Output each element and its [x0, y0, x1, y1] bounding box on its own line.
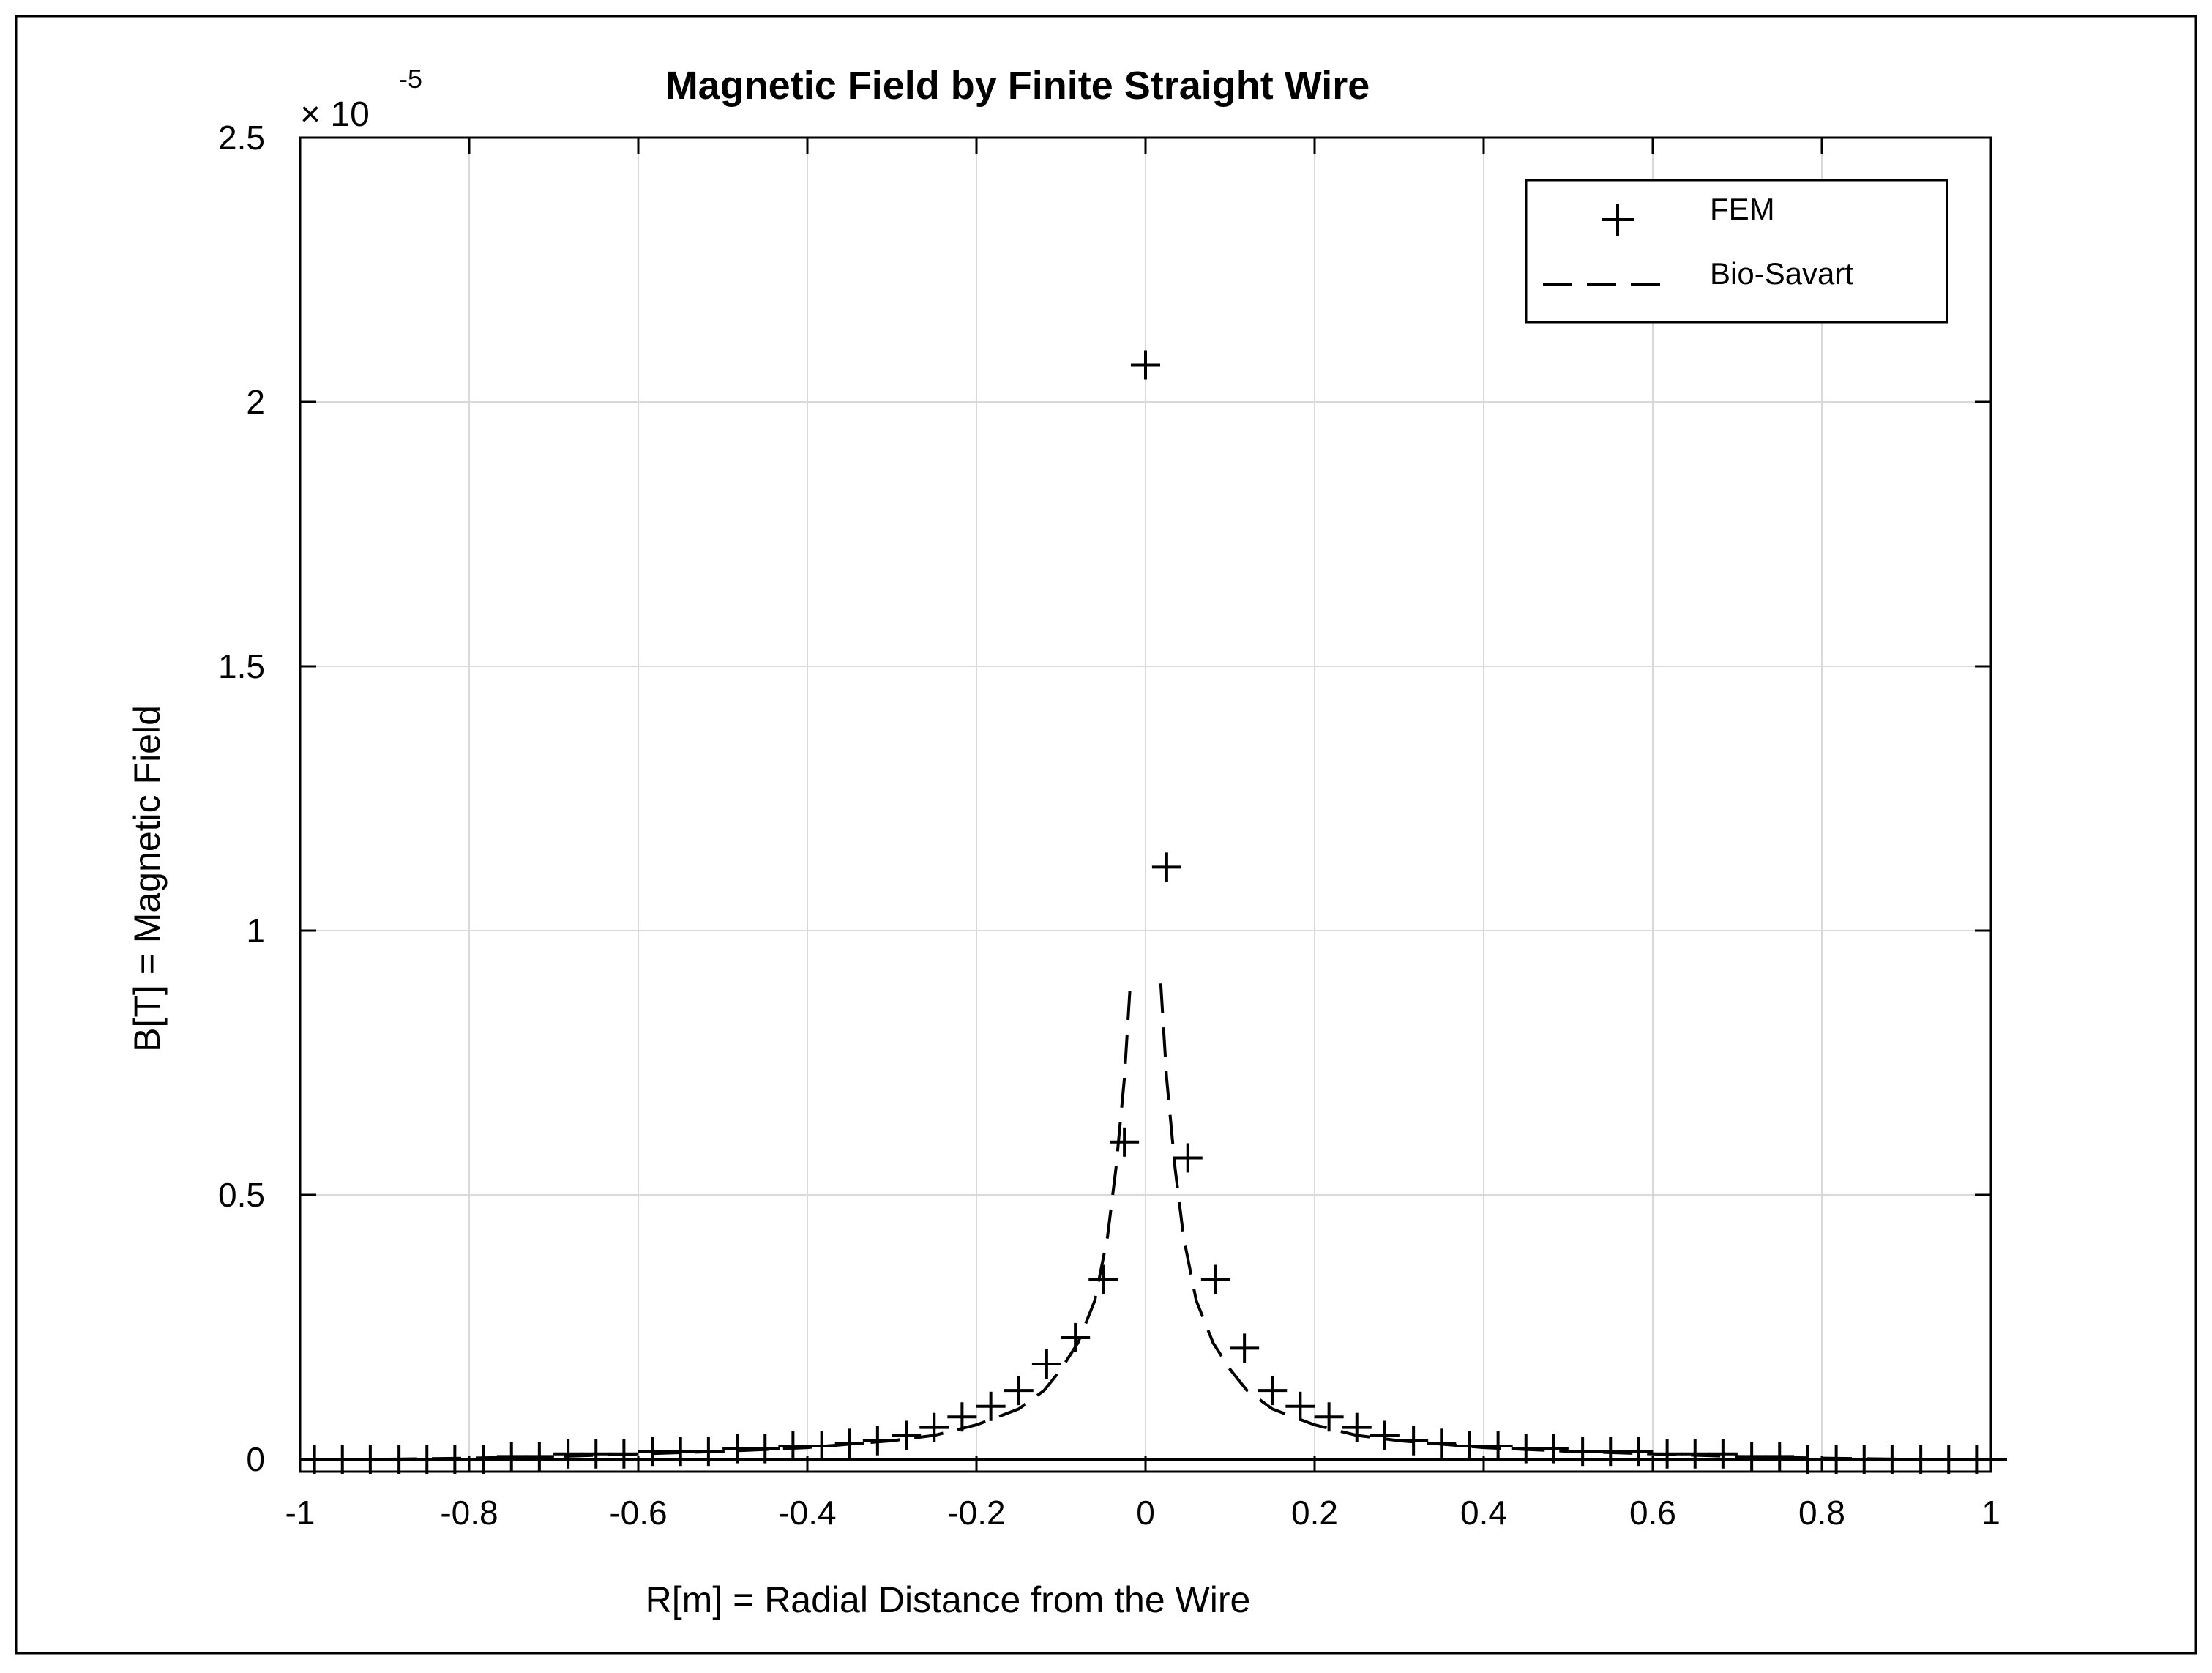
fem-marker — [412, 1445, 442, 1474]
fem-marker — [1906, 1445, 1936, 1474]
chart-title: Magnetic Field by Finite Straight Wire — [665, 64, 1370, 108]
y-exponent-power: -5 — [399, 64, 422, 94]
fem-marker — [581, 1439, 611, 1469]
y-tick-label: 0 — [246, 1440, 265, 1478]
fem-marker — [609, 1439, 639, 1469]
fem-marker — [892, 1420, 922, 1450]
fem-marker — [1200, 1264, 1230, 1294]
legend-biosavart-label: Bio-Savart — [1710, 256, 1853, 291]
fem-marker — [1031, 1349, 1061, 1379]
fem-marker — [1230, 1333, 1260, 1363]
fem-marker — [1623, 1437, 1654, 1467]
x-tick-label: -0.2 — [947, 1494, 1005, 1532]
fem-marker — [750, 1434, 780, 1464]
fem-marker — [496, 1442, 526, 1472]
fem-marker — [1793, 1445, 1823, 1474]
fem-marker — [355, 1445, 385, 1474]
fem-marker — [807, 1431, 837, 1461]
grid-layer — [300, 138, 1991, 1472]
fem-marker — [722, 1434, 752, 1464]
legend-box — [1525, 179, 1948, 324]
fem-marker — [440, 1445, 470, 1474]
y-axis-label: B[T] = Magnetic Field — [127, 705, 168, 1052]
fem-marker — [1427, 1428, 1457, 1458]
fem-marker — [1061, 1322, 1091, 1352]
fem-marker — [1399, 1426, 1429, 1456]
legend: FEM Bio-Savart — [1525, 179, 1948, 324]
fem-marker — [1342, 1412, 1372, 1442]
x-tick-label: 0.8 — [1798, 1494, 1845, 1532]
x-tick-label: 0.4 — [1460, 1494, 1507, 1532]
fem-marker — [1821, 1445, 1851, 1474]
fem-marker — [384, 1445, 414, 1474]
fem-marker — [1849, 1445, 1879, 1474]
fem-marker — [1151, 852, 1181, 882]
fem-marker — [1483, 1431, 1513, 1461]
fem-marker — [524, 1442, 554, 1472]
x-axis-label: R[m] = Radial Distance from the Wire — [646, 1579, 1251, 1620]
fem-marker — [1314, 1402, 1344, 1432]
fem-marker — [327, 1445, 357, 1474]
fem-marker — [1934, 1445, 1964, 1474]
fem-marker — [834, 1428, 864, 1458]
fem-marker — [638, 1437, 668, 1467]
fem-marker — [468, 1445, 498, 1474]
fem-marker — [1131, 350, 1160, 380]
x-tick-label: 0.6 — [1629, 1494, 1676, 1532]
fem-marker — [1088, 1264, 1118, 1294]
fem-marker — [1708, 1439, 1738, 1469]
fem-marker — [1004, 1376, 1034, 1406]
fem-marker — [553, 1439, 583, 1469]
y-tick-label: 1 — [246, 912, 265, 950]
fem-marker — [1568, 1437, 1598, 1467]
fem-marker — [778, 1431, 808, 1461]
fem-marker — [1680, 1439, 1710, 1469]
fem-marker — [693, 1437, 723, 1467]
x-tick-label: 1 — [1981, 1494, 2000, 1532]
fem-marker — [1110, 1127, 1140, 1157]
fem-marker — [1877, 1445, 1907, 1474]
fem-marker — [1596, 1437, 1626, 1467]
fem-marker — [1652, 1439, 1682, 1469]
fem-marker — [1370, 1420, 1400, 1450]
x-tick-label: 0.2 — [1291, 1494, 1338, 1532]
y-tick-label: 0.5 — [218, 1176, 265, 1214]
y-exponent-label: × 10 — [300, 95, 370, 134]
x-tick-label: 0 — [1136, 1494, 1155, 1532]
fem-marker — [1173, 1143, 1203, 1173]
fem-marker — [976, 1391, 1006, 1421]
fem-marker — [1737, 1442, 1767, 1472]
fem-marker — [1765, 1442, 1795, 1472]
tick-layer: -1 -0.8 -0.6 -0.4 -0.2 0 0.2 0.4 0.6 0.8 1 0 0.5 1 1.5… — [218, 119, 2000, 1532]
fem-marker — [665, 1437, 695, 1467]
legend-fem-label: FEM — [1710, 192, 1775, 226]
y-tick-label: 1.5 — [218, 647, 265, 685]
x-tick-label: -1 — [285, 1494, 315, 1532]
fem-marker — [919, 1412, 949, 1442]
fem-marker — [1285, 1391, 1315, 1421]
fem-marker — [1511, 1434, 1541, 1464]
y-tick-label: 2 — [246, 383, 265, 421]
fem-marker — [862, 1426, 892, 1456]
fem-marker — [1539, 1434, 1569, 1464]
fem-marker — [1454, 1431, 1484, 1461]
fem-marker — [947, 1402, 977, 1432]
x-tick-label: -0.8 — [440, 1494, 498, 1532]
bio-savart-line — [300, 983, 1132, 1461]
fem-marker — [1258, 1376, 1288, 1406]
y-tick-label: 2.5 — [218, 119, 265, 157]
legend-fem-marker — [1602, 204, 1634, 236]
x-tick-label: -0.6 — [609, 1494, 667, 1532]
x-tick-label: -0.4 — [778, 1494, 836, 1532]
